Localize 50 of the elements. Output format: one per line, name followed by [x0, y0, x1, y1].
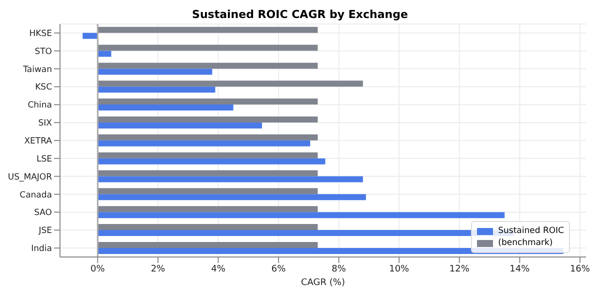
bar [98, 116, 318, 122]
y-tick-label: XETRA [24, 136, 52, 147]
y-tick-label: India [31, 244, 52, 254]
bar [98, 104, 234, 111]
bar [98, 176, 363, 182]
bar [98, 212, 505, 218]
bar [98, 26, 318, 33]
y-tick-label: STO [34, 46, 52, 57]
x-tick-label: 8% [332, 264, 346, 274]
x-tick-label: 14% [510, 264, 530, 274]
y-tick-label: Taiwan [22, 64, 52, 75]
bar [98, 68, 212, 75]
bar [98, 206, 318, 212]
y-tick-label: US_MAJOR [8, 172, 52, 182]
bar [98, 86, 216, 93]
bar [98, 50, 112, 57]
bar [98, 44, 318, 51]
y-tick-label: LSE [36, 154, 52, 164]
y-tick-label: SIX [38, 118, 52, 129]
bar [98, 62, 318, 69]
y-tick-label: China [28, 100, 52, 111]
bar [98, 188, 318, 194]
legend-label: (benchmark) [498, 237, 553, 249]
bar [98, 80, 363, 87]
y-tick-label: KSC [35, 82, 52, 93]
bar [98, 158, 326, 164]
bar [98, 194, 366, 200]
x-tick-label: 10% [389, 264, 410, 274]
bar [98, 224, 318, 230]
bar [82, 32, 98, 39]
x-tick-label: 6% [271, 264, 286, 274]
x-tick-label: 4% [211, 264, 226, 274]
bar [98, 140, 310, 146]
x-tick-label: 12% [449, 264, 470, 274]
bar [98, 98, 318, 105]
y-tick-label: SAO [34, 208, 52, 218]
bar [98, 122, 262, 128]
y-tick-label: Canada [20, 190, 52, 200]
y-tick-label: HKSE [29, 28, 52, 39]
x-axis-title: CAGR (%) [301, 278, 345, 288]
x-tick-label: 0% [90, 264, 106, 274]
legend-label: Sustained ROIC [498, 225, 564, 237]
bar [98, 152, 318, 158]
bar [98, 170, 318, 176]
x-tick-label: 2% [150, 264, 166, 274]
chart-title: Sustained ROIC CAGR by Exchange [191, 8, 409, 21]
y-tick-label: JSE [38, 226, 52, 236]
bar [98, 134, 318, 140]
bar [98, 242, 318, 248]
x-tick-label: 16% [570, 264, 590, 274]
